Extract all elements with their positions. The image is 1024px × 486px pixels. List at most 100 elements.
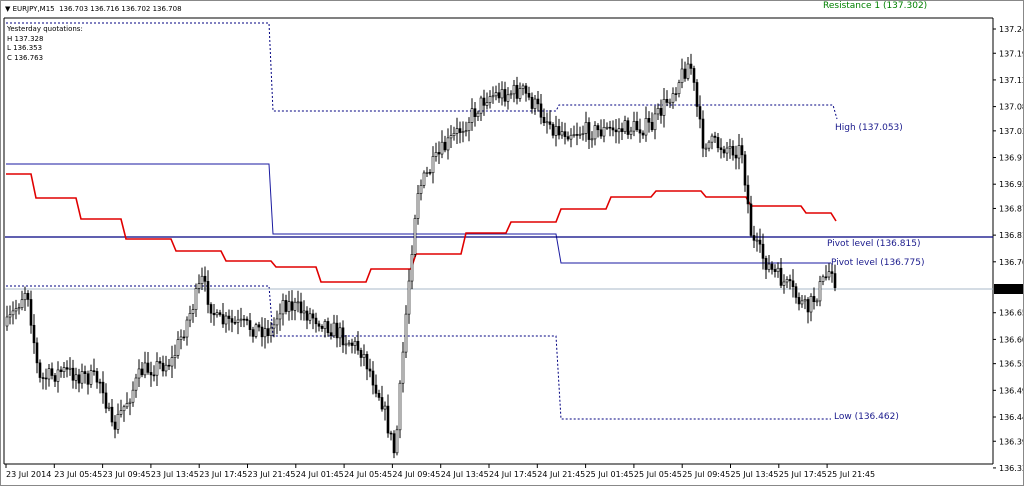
candle-body [335, 322, 339, 339]
candle-body [578, 133, 582, 136]
candle-body [767, 263, 771, 270]
candle-body [227, 315, 231, 319]
candle-body [47, 368, 51, 380]
candle-body [314, 317, 318, 325]
candle-body [356, 340, 360, 351]
time-tick-label: 24 Jul 13:45 [441, 470, 489, 479]
dropdown-triangle-icon[interactable]: ▼ [5, 5, 11, 13]
candle-body [260, 326, 264, 338]
candle-body [734, 154, 738, 159]
candle-body [311, 313, 315, 319]
candle-body [386, 405, 390, 434]
candle-body [602, 127, 606, 137]
candle-body [536, 98, 540, 105]
candle-body [164, 364, 168, 372]
candle-body [713, 135, 717, 138]
candle-body [389, 432, 393, 435]
candle-body [722, 149, 726, 154]
chart-title[interactable]: ▼ EURJPY,M15 136.703 136.716 136.702 136… [5, 5, 182, 13]
candle-body [806, 299, 810, 313]
candle-body [83, 371, 87, 375]
candle-body [611, 127, 615, 131]
candle-body [797, 297, 801, 305]
price-tick-label: 136.760 [999, 258, 1023, 267]
candle-body [272, 324, 276, 329]
resistance-1-label: Resistance 1 (137.302) [823, 1, 927, 11]
candle-body [599, 129, 603, 137]
price-tick-label: 137.240 [999, 25, 1023, 34]
candle-body [779, 267, 783, 286]
candle-body [407, 280, 411, 315]
candle-body [626, 120, 630, 135]
candle-body [74, 374, 78, 381]
candle-body [29, 299, 33, 326]
candle-body [203, 275, 207, 282]
candle-body [572, 134, 576, 136]
candle-body [650, 121, 654, 131]
candle-body [737, 145, 741, 159]
candle-body [131, 389, 135, 403]
time-tick-label: 25 Jul 05:45 [634, 470, 682, 479]
candle-body [107, 406, 111, 409]
candle-body [467, 122, 471, 131]
time-tick-label: 23 Jul 09:45 [103, 470, 151, 479]
candle-body [284, 300, 288, 312]
candle-body [290, 301, 294, 311]
candle-body [428, 172, 432, 174]
candle-body [680, 68, 684, 84]
candle-body [323, 321, 327, 329]
candle-body [44, 377, 48, 380]
candle-body [515, 84, 519, 99]
candle-body [500, 89, 504, 99]
candle-body [77, 374, 81, 384]
info-title: Yesterday quotations: [7, 25, 83, 33]
candle-body [512, 84, 516, 95]
candle-body [824, 276, 828, 279]
info-close: C 136.763 [7, 53, 44, 62]
candle-body [812, 296, 816, 302]
candle-body [617, 128, 621, 133]
candle-body [245, 318, 249, 321]
candle-body [557, 126, 561, 136]
candle-body [302, 310, 306, 314]
time-tick-label: 23 Jul 2014 [6, 470, 51, 479]
candle-body [239, 318, 243, 321]
candle-body [422, 172, 426, 186]
candle-body [416, 193, 420, 219]
candle-body [5, 316, 9, 327]
candle-body [431, 156, 435, 174]
candle-body [770, 263, 774, 270]
price-tick-label: 137.135 [999, 76, 1023, 85]
candle-body [299, 301, 303, 314]
candle-body [254, 324, 258, 337]
candle-body [89, 370, 93, 385]
candle-body [317, 323, 321, 327]
price-tick-label: 136.550 [999, 360, 1023, 369]
candle-body [410, 254, 414, 282]
candle-body [128, 401, 132, 404]
price-tick-label: 136.920 [999, 180, 1023, 189]
candle-body [95, 371, 99, 383]
candle-body [257, 324, 261, 328]
candle-body [461, 131, 465, 133]
candle-body [374, 384, 378, 394]
candle-body [296, 301, 300, 304]
candle-body [161, 362, 165, 372]
candle-body [830, 271, 834, 274]
candle-body [635, 121, 639, 131]
candle-body [437, 152, 441, 155]
candle-body [539, 103, 543, 118]
yesterday-quotations: Yesterday quotations: H 137.328 L 136.35… [7, 25, 83, 63]
candle-body [353, 340, 357, 346]
time-tick-label: 23 Jul 21:45 [248, 470, 296, 479]
candle-body [494, 92, 498, 97]
candle-body [392, 433, 396, 454]
candle-body [686, 63, 690, 79]
candle-body [371, 370, 375, 386]
price-tick-label: 136.815 [999, 231, 1023, 240]
candle-body [32, 324, 36, 344]
candle-body [152, 374, 156, 377]
candle-body [479, 97, 483, 114]
candle-body [158, 361, 162, 364]
